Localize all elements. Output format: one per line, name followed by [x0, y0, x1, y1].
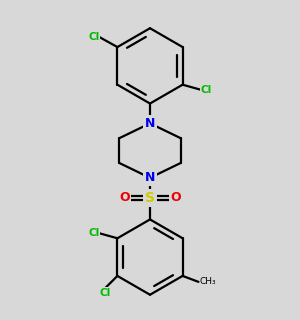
Text: N: N	[145, 117, 155, 130]
Text: O: O	[170, 191, 181, 204]
Text: S: S	[145, 191, 155, 205]
Text: Cl: Cl	[88, 228, 100, 238]
Text: N: N	[145, 171, 155, 184]
Text: O: O	[119, 191, 130, 204]
Text: Cl: Cl	[88, 32, 100, 42]
Text: Cl: Cl	[100, 288, 111, 298]
Text: Cl: Cl	[200, 85, 212, 95]
Text: CH₃: CH₃	[200, 277, 216, 286]
